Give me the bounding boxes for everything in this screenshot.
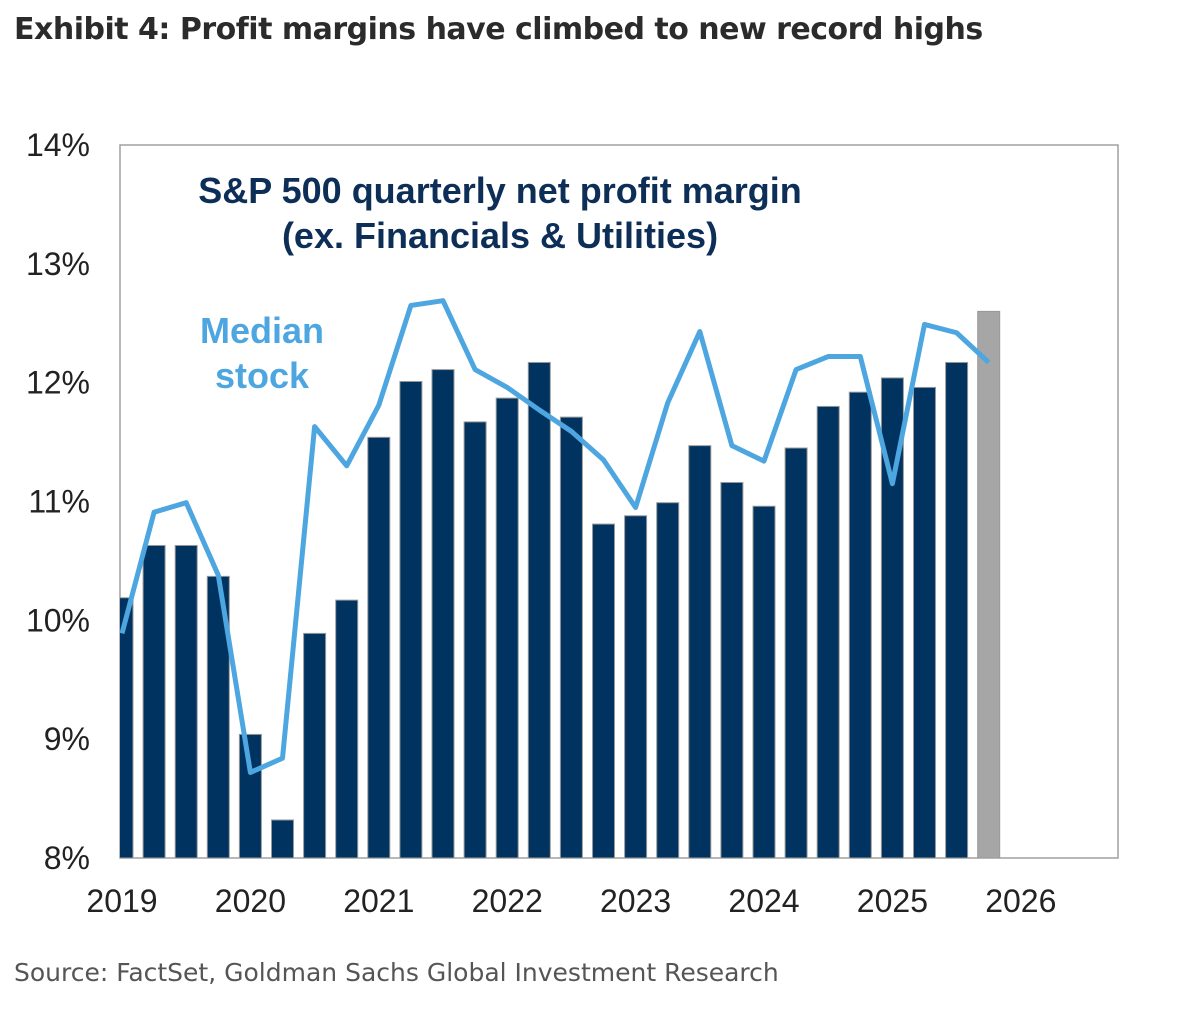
bar-2020Q2 xyxy=(271,819,294,858)
median-stock-line xyxy=(120,298,991,775)
bar-2023Q4 xyxy=(720,481,744,858)
bar-2025Q1 xyxy=(880,377,904,858)
x-tick-label: 2023 xyxy=(600,883,671,919)
bar-2022Q1 xyxy=(495,397,519,858)
bar-2019Q1 xyxy=(120,597,134,858)
bar-2024Q4 xyxy=(848,391,872,858)
bar-2020Q4 xyxy=(335,599,359,858)
x-tick-label: 2025 xyxy=(857,883,928,919)
bar-2019Q3 xyxy=(174,544,198,858)
bar-2023Q2 xyxy=(656,502,680,858)
bar-2024Q2 xyxy=(784,447,808,858)
bar-2020Q3 xyxy=(303,632,327,858)
y-tick-label: 10% xyxy=(26,602,90,638)
y-tick-label: 8% xyxy=(44,840,90,876)
median-label-line1: Median xyxy=(200,310,324,351)
y-tick-label: 9% xyxy=(44,721,90,757)
chart-title-line1: S&P 500 quarterly net profit margin xyxy=(198,170,802,211)
y-tick-label: 13% xyxy=(26,246,90,282)
bar-2025Q3 xyxy=(945,361,969,858)
y-tick-label: 12% xyxy=(26,365,90,401)
bar-2025Q4 xyxy=(977,310,1001,858)
x-tick-label: 2021 xyxy=(343,883,414,919)
bar-2021Q1 xyxy=(367,436,391,858)
x-tick-label: 2019 xyxy=(86,883,157,919)
bar-2022Q2 xyxy=(527,361,551,858)
bar-2021Q2 xyxy=(399,380,423,858)
plot-frame xyxy=(119,144,1119,859)
median-label-line2: stock xyxy=(215,355,310,396)
y-tick-label: 11% xyxy=(28,484,90,520)
bar-2021Q3 xyxy=(431,369,455,858)
bar-2024Q3 xyxy=(816,405,840,858)
bar-2020Q1 xyxy=(238,733,262,858)
x-tick-label: 2020 xyxy=(215,883,286,919)
x-tick-label: 2026 xyxy=(985,883,1056,919)
bar-2019Q2 xyxy=(142,544,166,858)
bar-2023Q1 xyxy=(624,515,648,858)
chart-title-line2: (ex. Financials & Utilities) xyxy=(282,215,718,256)
y-tick-label: 14% xyxy=(26,127,90,163)
bar-2022Q4 xyxy=(592,523,615,858)
bar-2025Q2 xyxy=(913,386,936,858)
bar-2023Q3 xyxy=(688,445,712,858)
exhibit-title: Exhibit 4: Profit margins have climbed t… xyxy=(14,12,983,47)
bar-2022Q3 xyxy=(559,416,583,858)
bar-2021Q4 xyxy=(463,421,487,858)
x-tick-label: 2024 xyxy=(728,883,799,919)
x-tick-label: 2022 xyxy=(472,883,543,919)
bar-2024Q1 xyxy=(752,505,776,858)
source-note: Source: FactSet, Goldman Sachs Global In… xyxy=(14,958,779,987)
